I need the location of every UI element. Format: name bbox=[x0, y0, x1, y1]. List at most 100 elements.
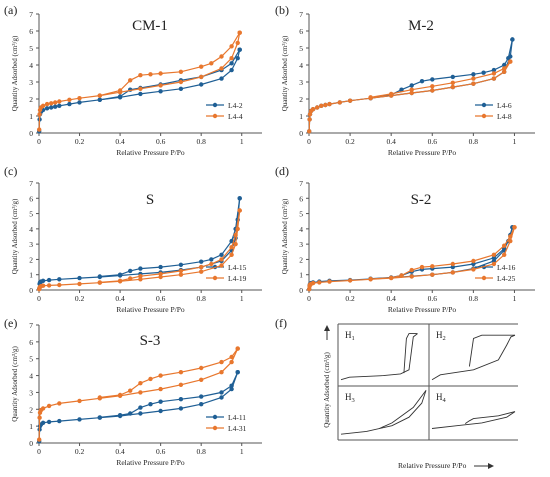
panel-e: 0 1 2 3 4 5 6 7 0 0.2 0.4 0.6 0.8 1 Relative Pressure … bbox=[4, 316, 262, 467]
data-point bbox=[138, 381, 143, 386]
panel-a: 0 1 2 3 4 5 6 7 0 0.2 0.4 0.6 0.8 1 Relative Pressure … bbox=[4, 3, 262, 157]
data-point bbox=[219, 76, 224, 81]
x-axis-label: Relative Pressure P/Po bbox=[116, 458, 185, 467]
y-tick-label: 6 bbox=[29, 27, 33, 36]
type-subscript: 3 bbox=[352, 397, 355, 404]
data-point bbox=[481, 70, 486, 75]
data-point bbox=[237, 208, 242, 213]
y-axis-label: Quantity Adsorbed (cm³/g) bbox=[323, 352, 331, 428]
data-point bbox=[128, 388, 133, 393]
data-point bbox=[117, 88, 123, 93]
data-point bbox=[37, 127, 42, 132]
data-point bbox=[57, 277, 62, 282]
data-point bbox=[46, 403, 52, 409]
data-point bbox=[49, 105, 54, 110]
x-tick-label: 0.4 bbox=[386, 137, 396, 146]
data-point bbox=[178, 406, 184, 411]
data-point bbox=[409, 87, 414, 92]
data-point bbox=[471, 267, 476, 272]
y-tick-label: 6 bbox=[299, 194, 303, 203]
legend-label: L4-16 bbox=[497, 263, 516, 272]
adsorption-curve bbox=[431, 334, 516, 381]
hysteresis-type-2: H2 bbox=[431, 330, 516, 381]
data-point bbox=[199, 365, 204, 371]
x-tick-label: 0.8 bbox=[469, 294, 479, 303]
legend-marker bbox=[481, 113, 487, 119]
data-point bbox=[419, 79, 425, 84]
series-L4-8 bbox=[307, 59, 513, 134]
data-point bbox=[219, 395, 224, 400]
data-point bbox=[219, 390, 224, 395]
data-point bbox=[219, 54, 224, 59]
data-point bbox=[49, 101, 54, 106]
y-tick-label: 5 bbox=[29, 355, 33, 364]
series-L4-31 bbox=[37, 346, 240, 442]
panel-letter: (a) bbox=[4, 3, 17, 17]
data-point bbox=[307, 112, 313, 117]
x-tick-label: 0 bbox=[37, 137, 41, 146]
y-tick-label: 6 bbox=[29, 338, 33, 347]
x-tick-label: 0 bbox=[307, 294, 311, 303]
legend-marker bbox=[212, 414, 218, 420]
legend-marker bbox=[481, 102, 487, 108]
data-point bbox=[138, 411, 143, 416]
data-point bbox=[310, 280, 316, 286]
x-tick-label: 0.4 bbox=[115, 294, 125, 303]
data-point bbox=[44, 106, 50, 111]
data-point bbox=[430, 84, 435, 89]
y-tick-label: 7 bbox=[29, 321, 33, 330]
data-point bbox=[117, 392, 123, 398]
data-point bbox=[219, 263, 224, 268]
x-tick-label: 0.6 bbox=[156, 447, 166, 456]
data-point bbox=[508, 59, 513, 64]
data-point bbox=[347, 98, 353, 103]
x-tick-label: 0.6 bbox=[428, 294, 438, 303]
data-point bbox=[178, 79, 184, 85]
data-point bbox=[430, 264, 435, 269]
y-tick-label: 6 bbox=[29, 194, 33, 203]
type-subscript: 1 bbox=[352, 335, 355, 342]
data-point bbox=[409, 274, 414, 279]
x-axis-label: Relative Pressure P/Po bbox=[398, 461, 467, 470]
desorption-line bbox=[99, 32, 241, 97]
data-point bbox=[178, 268, 184, 274]
y-tick-label: 1 bbox=[29, 112, 33, 121]
data-point bbox=[158, 373, 163, 378]
legend-marker bbox=[212, 102, 218, 108]
adsorption-curve bbox=[340, 390, 427, 435]
data-point bbox=[399, 87, 404, 92]
y-tick-label: 3 bbox=[299, 240, 303, 249]
data-point bbox=[307, 117, 312, 122]
y-tick-label: 5 bbox=[29, 210, 33, 219]
data-point bbox=[491, 255, 497, 261]
desorption-curve bbox=[464, 411, 516, 424]
data-point bbox=[315, 105, 320, 110]
data-point bbox=[502, 62, 507, 68]
data-point bbox=[235, 56, 240, 61]
data-point bbox=[128, 268, 133, 274]
y-axis-label: Quantity Adsorbed (cm³/g) bbox=[11, 35, 19, 111]
data-point bbox=[506, 56, 511, 61]
data-point bbox=[138, 405, 143, 410]
legend-marker bbox=[212, 113, 218, 119]
data-point bbox=[57, 282, 62, 288]
data-point bbox=[510, 37, 515, 42]
data-point bbox=[128, 276, 133, 281]
y-tick-label: 0 bbox=[299, 286, 303, 295]
x-axis-label: Relative Pressure P/Po bbox=[116, 305, 185, 314]
x-tick-label: 0.2 bbox=[75, 137, 85, 146]
data-point bbox=[471, 258, 476, 264]
y-tick-label: 0 bbox=[29, 129, 33, 138]
data-point bbox=[389, 91, 394, 97]
data-point bbox=[229, 245, 234, 250]
data-point bbox=[117, 278, 123, 283]
x-tick-label: 0.6 bbox=[156, 137, 166, 146]
data-point bbox=[178, 262, 184, 267]
data-point bbox=[158, 386, 163, 392]
data-point bbox=[97, 274, 103, 279]
desorption-curve bbox=[403, 333, 418, 374]
data-point bbox=[307, 129, 312, 134]
x-tick-label: 0.2 bbox=[345, 294, 355, 303]
data-point bbox=[138, 277, 143, 282]
